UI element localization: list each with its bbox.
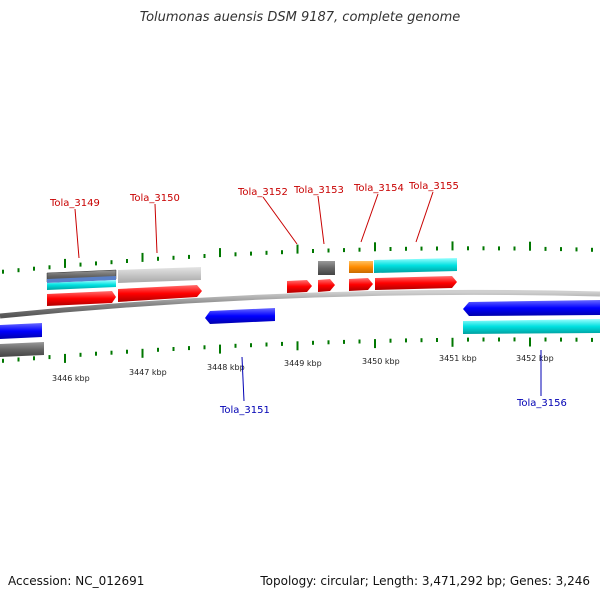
cds-forward-track xyxy=(47,276,457,306)
outer-tick-ring xyxy=(2,241,593,274)
gene-label-tola-3153[interactable]: Tola_3153 xyxy=(293,185,344,196)
scale-label: 3452 kbp xyxy=(516,354,554,363)
feature-left-gray[interactable] xyxy=(0,342,44,357)
gene-label-tola-3155[interactable]: Tola_3155 xyxy=(408,181,459,192)
scale-label: 3446 kbp xyxy=(52,374,90,383)
cds-tola-3152[interactable] xyxy=(287,280,312,293)
cds-tola-3151[interactable] xyxy=(205,308,275,324)
scale-labels: 3446 kbp 3447 kbp 3448 kbp 3449 kbp 3450… xyxy=(52,354,554,383)
cds-tola-3155[interactable] xyxy=(375,276,457,290)
feature-tola-3153-gray[interactable] xyxy=(318,261,335,275)
gene-label-tola-3149[interactable]: Tola_3149 xyxy=(49,198,100,209)
feature-tola-3155-cyan[interactable] xyxy=(374,258,457,273)
genome-backbone xyxy=(0,289,600,319)
cds-left-reverse[interactable] xyxy=(0,323,42,339)
gene-label-tola-3150[interactable]: Tola_3150 xyxy=(129,193,180,204)
gene-label-tola-3154[interactable]: Tola_3154 xyxy=(353,183,404,194)
cds-tola-3149[interactable] xyxy=(47,291,116,306)
feature-tola-3149-cyan[interactable] xyxy=(47,280,116,290)
gene-label-tola-3156[interactable]: Tola_3156 xyxy=(516,398,567,409)
cds-tola-3156[interactable] xyxy=(463,300,600,316)
feature-tola-3156-cyan[interactable] xyxy=(463,319,600,334)
scale-label: 3448 kbp xyxy=(207,363,245,372)
topology-text: Topology: circular; Length: 3,471,292 bp… xyxy=(260,574,590,588)
scale-label: 3449 kbp xyxy=(284,359,322,368)
feature-tola-3149-blue[interactable] xyxy=(47,276,116,283)
feature-track-upper xyxy=(0,258,600,357)
label-leaders-bottom xyxy=(241,350,542,402)
label-leaders-top xyxy=(74,191,434,259)
scale-label: 3450 kbp xyxy=(362,357,400,366)
gene-label-tola-3151[interactable]: Tola_3151 xyxy=(219,405,270,416)
page-title: Tolumonas auensis DSM 9187, complete gen… xyxy=(139,10,461,25)
inner-tick-ring xyxy=(2,337,593,363)
gene-label-tola-3152[interactable]: Tola_3152 xyxy=(237,187,288,198)
scale-label: 3451 kbp xyxy=(439,354,477,363)
cds-reverse-track xyxy=(0,300,600,339)
cds-tola-3153[interactable] xyxy=(318,279,335,292)
gene-labels-bottom: Tola_3151 Tola_3156 xyxy=(219,398,567,416)
gene-labels-top: Tola_3149 Tola_3150 Tola_3152 Tola_3153 … xyxy=(49,181,459,209)
feature-tola-3154-orange[interactable] xyxy=(349,261,373,273)
cds-tola-3150[interactable] xyxy=(118,285,202,302)
accession-text: Accession: NC_012691 xyxy=(8,574,145,588)
feature-tola-3150-lightgray[interactable] xyxy=(118,267,201,283)
scale-label: 3447 kbp xyxy=(129,368,167,377)
cds-tola-3154[interactable] xyxy=(349,278,373,291)
